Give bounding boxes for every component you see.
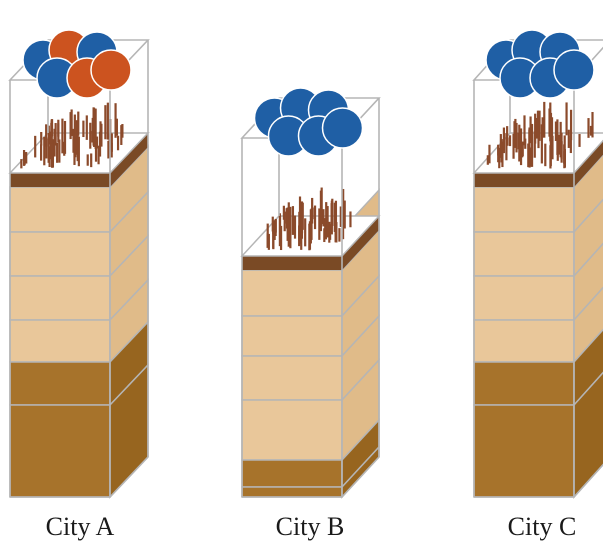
city-c-label: City C [507, 512, 577, 541]
city-b-label: City B [275, 512, 345, 541]
topsoil-band-side [342, 216, 379, 270]
topsoil-band-front [10, 173, 110, 187]
column-2 [240, 87, 381, 499]
soil-layer-front [9, 275, 111, 321]
soil-layer-front [9, 404, 111, 498]
plants [266, 187, 352, 251]
topsoil-band-side [110, 133, 148, 187]
soil-layer-front [9, 361, 111, 406]
plants [486, 101, 594, 169]
soil-layer-front [9, 319, 111, 363]
soil-layer-front [241, 269, 343, 317]
soil-layer-front [9, 231, 111, 277]
topsoil-band-front [242, 256, 342, 270]
city-a-label: City A [45, 512, 115, 541]
blue-sphere [553, 49, 595, 91]
column-edge [341, 456, 380, 498]
soil-layer-front [241, 459, 343, 488]
atmosphere-particles [485, 29, 595, 99]
column-1 [8, 29, 150, 499]
soil-layer-front [473, 275, 575, 321]
soil-layer-front [241, 315, 343, 357]
topsoil-band-side [574, 140, 603, 187]
soil-layer-front [241, 486, 343, 498]
atmosphere-particles [22, 29, 132, 99]
column-edge [573, 463, 603, 498]
atmosphere-particles [253, 87, 364, 157]
soil-layer-front [473, 319, 575, 363]
column-edge [109, 456, 149, 498]
soil-layer-front [9, 186, 111, 233]
column-3 [472, 29, 603, 499]
blue-sphere [321, 107, 364, 149]
soil-layer-front [241, 355, 343, 401]
orange-sphere [90, 49, 132, 91]
topsoil-band-front [474, 173, 574, 187]
soil-layer-front [473, 361, 575, 406]
soil-layer-front [473, 186, 575, 233]
soil-layer-front [473, 231, 575, 277]
soil-layer-front [473, 404, 575, 498]
soil-layer-front [241, 399, 343, 461]
plants [20, 102, 124, 169]
air-box-frame [8, 39, 150, 498]
